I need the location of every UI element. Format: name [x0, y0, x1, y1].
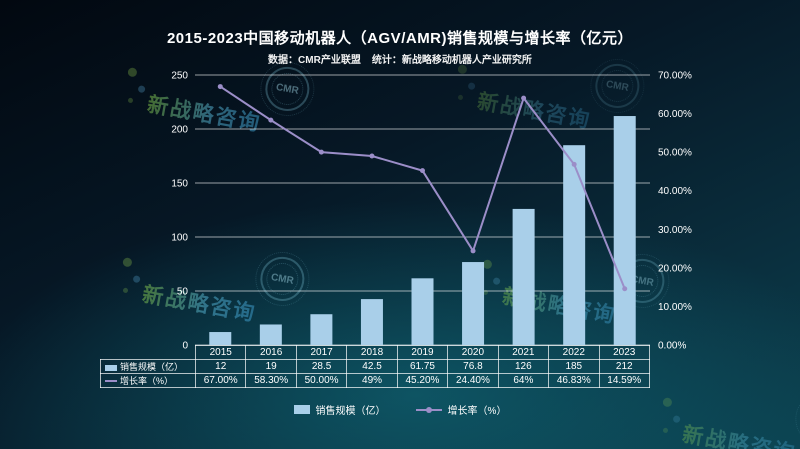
- line-marker: [521, 95, 527, 101]
- value-cell: 64%: [497, 373, 550, 388]
- bar-2019: [411, 278, 434, 345]
- year-cell: 2020: [447, 345, 499, 360]
- bar-2020: [462, 262, 485, 345]
- value-cell: 49%: [346, 373, 398, 388]
- chart-subtitle: 数据：CMR产业联盟 统计：新战略移动机器人产业研究所: [268, 55, 532, 66]
- right-axis-tick: 20.00%: [658, 263, 692, 274]
- bar-2016: [259, 324, 282, 345]
- year-cell: 2016: [245, 345, 297, 360]
- value-cell: 67.00%: [194, 373, 247, 388]
- bar-2017: [310, 314, 333, 345]
- bar-swatch-icon: [293, 405, 310, 414]
- legend-item-sales: 销售规模（亿）: [293, 402, 386, 417]
- right-axis-tick: 40.00%: [658, 186, 692, 197]
- year-cell: 2017: [295, 345, 348, 360]
- value-cell: 14.59%: [598, 373, 650, 388]
- left-axis-tick: 100: [171, 233, 188, 244]
- series-name: 销售规模（亿）: [120, 362, 184, 372]
- table-row-header: 销售规模（亿）: [100, 359, 196, 374]
- right-axis-tick: 10.00%: [658, 302, 692, 313]
- legend-label: 增长率（%）: [447, 406, 507, 417]
- value-cell: 126: [497, 359, 550, 374]
- chart-title: 2015-2023中国移动机器人（AGV/AMR)销售规模与增长率（亿元）: [166, 30, 634, 47]
- left-axis-tick: 0: [182, 341, 188, 352]
- bar-swatch-icon: [105, 364, 117, 371]
- value-cell: 50.00%: [295, 373, 348, 388]
- bar-2015: [209, 332, 232, 345]
- right-axis-tick: 60.00%: [658, 109, 692, 120]
- value-cell: 212: [598, 359, 650, 374]
- line-marker: [217, 84, 223, 90]
- line-marker: [470, 248, 476, 254]
- table-row-header: 增长率（%）: [100, 373, 196, 388]
- legend-item-growth: 增长率（%）: [415, 402, 507, 417]
- line-marker: [318, 149, 324, 155]
- right-axis-tick: 70.00%: [658, 71, 692, 82]
- line-marker: [571, 161, 577, 167]
- right-axis-tick: 50.00%: [658, 148, 692, 159]
- year-cell: 2021: [497, 345, 550, 360]
- year-cell: 2019: [396, 345, 449, 360]
- value-cell: 61.75: [396, 359, 449, 374]
- line-marker: [369, 153, 375, 159]
- value-cell: 58.30%: [245, 373, 297, 388]
- value-cell: 76.8: [447, 359, 499, 374]
- line-marker: [420, 168, 425, 174]
- value-cell: 45.20%: [396, 373, 449, 388]
- series-name: 增长率（%）: [120, 376, 174, 386]
- value-cell: 12: [194, 359, 247, 374]
- line-marker: [622, 286, 628, 292]
- left-axis-tick: 150: [171, 179, 188, 190]
- line-marker: [268, 117, 274, 123]
- bar-2018: [360, 299, 383, 345]
- line-swatch-icon: [415, 405, 442, 414]
- value-cell: 28.5: [295, 359, 348, 374]
- legend: 销售规模（亿） 增长率（%）: [0, 402, 800, 417]
- right-axis-tick: 30.00%: [658, 225, 692, 236]
- year-cell: 2015: [194, 345, 247, 360]
- left-axis-tick: 200: [171, 125, 188, 136]
- value-cell: 42.5: [346, 359, 398, 374]
- left-axis-tick: 50: [177, 287, 189, 298]
- right-axis-tick: 0.00%: [658, 341, 686, 352]
- legend-label: 销售规模（亿）: [315, 406, 386, 417]
- value-cell: 185: [548, 359, 600, 374]
- value-cell: 24.40%: [447, 373, 499, 388]
- bar-2021: [512, 208, 535, 345]
- year-cell: 2022: [548, 345, 600, 360]
- left-axis-tick: 250: [171, 71, 188, 82]
- bar-2023: [613, 116, 636, 345]
- value-cell: 19: [245, 359, 297, 374]
- bar-2022: [563, 145, 586, 345]
- year-cell: 2018: [346, 345, 398, 360]
- data-table: 2015 2016 2017 2018 2019 2020 2021 2022 2023 销售规模…: [100, 345, 650, 388]
- year-cell: 2023: [598, 345, 650, 360]
- value-cell: 46.83%: [548, 373, 600, 388]
- line-swatch-icon: [105, 379, 117, 382]
- table-corner-blank: [101, 346, 196, 360]
